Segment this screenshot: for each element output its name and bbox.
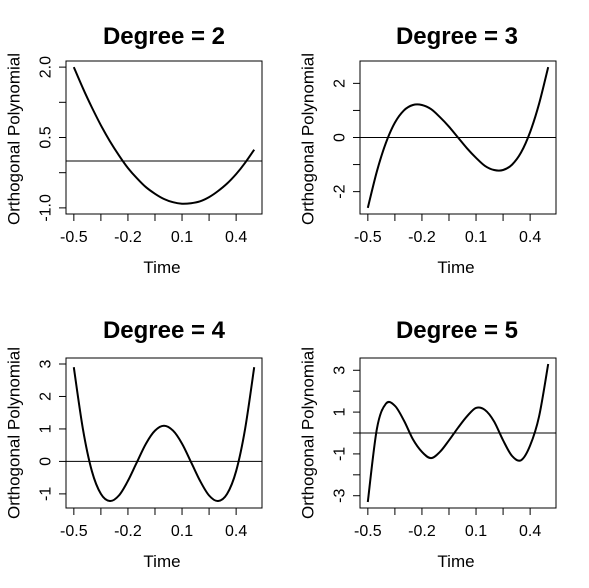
- polynomial-curve: [366, 363, 550, 503]
- x-tick-label: -0.5: [354, 229, 382, 246]
- x-tick-label: -0.5: [354, 523, 382, 540]
- y-axis-title: Orthogonal Polynomial: [299, 53, 318, 225]
- x-tick-label: 0.4: [519, 229, 541, 246]
- polynomial-curve: [72, 66, 256, 205]
- y-tick-label: 1: [38, 424, 55, 433]
- x-tick-label: 0.1: [171, 229, 193, 246]
- polynomial-curve: [366, 66, 550, 209]
- x-tick-label: 0.4: [225, 523, 247, 540]
- x-tick-label: -0.5: [60, 229, 88, 246]
- y-tick-label: 3: [38, 359, 55, 368]
- panel-degree-5: Degree = 5 -0.5 -0.2 0.1 0.4 -3 -1 1 3 Time Orthog…: [299, 317, 557, 571]
- x-tick-label: 0.1: [465, 229, 487, 246]
- y-tick-label: 2: [38, 392, 55, 401]
- x-axis-title: Time: [437, 552, 474, 571]
- y-tick-label: 1: [332, 408, 349, 417]
- chart-title: Degree = 3: [396, 23, 518, 50]
- x-tick-label: -0.2: [408, 523, 436, 540]
- x-tick-label: 0.1: [171, 523, 193, 540]
- x-tick-label: 0.4: [519, 523, 541, 540]
- y-tick-label: -3: [332, 489, 349, 503]
- x-axis-title: Time: [143, 258, 180, 277]
- x-axis-title: Time: [143, 552, 180, 571]
- y-tick-label: 0: [38, 457, 55, 466]
- x-tick-label: -0.2: [114, 229, 142, 246]
- chart-title: Degree = 2: [103, 23, 225, 50]
- y-tick-label: -1: [38, 487, 55, 501]
- panel-degree-4: Degree = 4 -0.5 -0.2 0.1 0.4 -1 0 1 2 3 Time Orthog…: [5, 317, 263, 571]
- y-tick-label: 2.0: [38, 56, 55, 78]
- panel-degree-2: Degree = 2 -0.5 -0.2 0.1 0.4 -1.0 0.5 2.0 Time Or…: [5, 23, 263, 277]
- y-tick-label: -2: [332, 184, 349, 198]
- y-axis-title: Orthogonal Polynomial: [5, 347, 24, 519]
- y-axis-title: Orthogonal Polynomial: [5, 53, 24, 225]
- y-axis-title: Orthogonal Polynomial: [299, 347, 318, 519]
- chart-title: Degree = 5: [396, 317, 518, 344]
- y-tick-label: 2: [332, 79, 349, 88]
- x-axis-title: Time: [437, 258, 474, 277]
- x-tick-label: -0.2: [114, 523, 142, 540]
- polynomial-curve: [72, 367, 256, 503]
- x-tick-label: -0.5: [60, 523, 88, 540]
- plot-frame: [65, 60, 263, 215]
- x-tick-label: 0.4: [225, 229, 247, 246]
- plot-frame: [65, 357, 263, 509]
- chart-title: Degree = 4: [103, 317, 226, 344]
- y-tick-label: 0: [332, 133, 349, 142]
- panel-degree-3: Degree = 3 -0.5 -0.2 0.1 0.4 -2 0 2 Time Orthogon…: [299, 23, 557, 277]
- y-tick-label: -1.0: [38, 194, 55, 222]
- y-tick-label: -1: [332, 447, 349, 461]
- x-tick-label: 0.1: [465, 523, 487, 540]
- y-tick-label: 3: [332, 366, 349, 375]
- y-tick-label: 0.5: [38, 126, 55, 148]
- x-tick-label: -0.2: [408, 229, 436, 246]
